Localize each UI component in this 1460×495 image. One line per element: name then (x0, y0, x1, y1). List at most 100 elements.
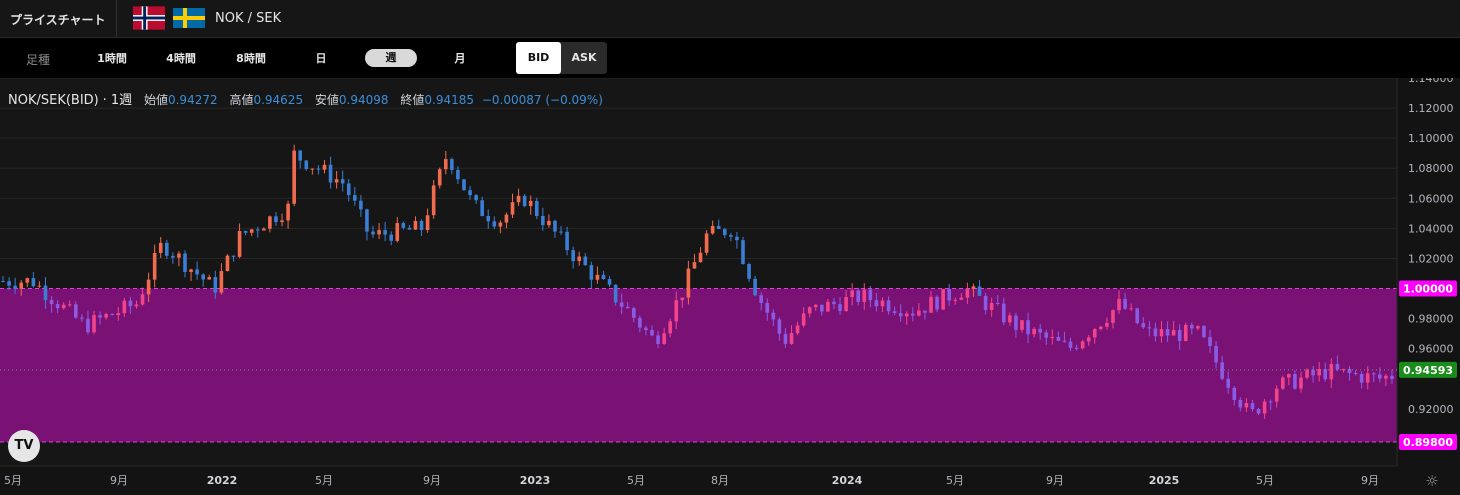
candle-body (55, 304, 60, 309)
tradingview-logo[interactable]: TV (8, 430, 40, 462)
candle-body (1329, 363, 1334, 380)
candle-body (353, 195, 357, 201)
candle-body (462, 179, 466, 191)
tab-month[interactable]: 月 (454, 52, 466, 65)
bid-ask-toggle: BID ASK (516, 42, 607, 74)
candle-body (783, 333, 788, 344)
candle-body (1080, 341, 1085, 349)
candle-body (1287, 374, 1291, 378)
x-tick-label: 2024 (832, 474, 863, 487)
candle-body (268, 216, 272, 229)
bid-button[interactable]: BID (516, 42, 561, 74)
candle-body (1317, 369, 1321, 376)
candle-body (522, 195, 527, 207)
candle-body (995, 303, 1000, 305)
candle-body (771, 312, 776, 320)
x-tick-label: 5月 (4, 474, 22, 487)
candle-body (443, 159, 448, 170)
candle-body (613, 284, 618, 303)
candle-body (365, 209, 369, 232)
candle-body (262, 228, 266, 231)
candle-body (747, 263, 751, 279)
candle-body (328, 164, 333, 183)
candle-body (231, 255, 236, 257)
currency-pair: NOK / SEK (215, 11, 282, 26)
candle-body (1032, 328, 1036, 335)
band-lower-label-bg (1399, 433, 1457, 450)
candle-body (1323, 369, 1328, 380)
tab-4h[interactable]: 4時間 (166, 52, 196, 65)
candle-body (917, 310, 921, 316)
candle-body (807, 307, 812, 314)
norway-flag-icon (133, 6, 165, 30)
candle-body (528, 200, 533, 207)
candle-body (1183, 324, 1188, 341)
settings-gear-icon[interactable]: ☼ (1425, 472, 1438, 490)
candle-body (577, 256, 582, 262)
x-tick-label: 8月 (711, 474, 729, 487)
candle-body (1099, 326, 1103, 330)
legend-symbol: NOK/SEK(BID) (8, 93, 99, 108)
candle-body (298, 150, 303, 161)
candle-body (971, 286, 976, 289)
tab-week[interactable]: 週 (365, 49, 417, 67)
candle-body (1305, 369, 1309, 378)
candle-body (122, 300, 127, 314)
candle-body (1196, 326, 1200, 329)
candle-body (1220, 362, 1224, 379)
high-label: 高値 (229, 93, 254, 107)
candle-body (1159, 329, 1164, 337)
sweden-flag-icon (173, 6, 205, 30)
candle-body (80, 317, 84, 319)
candle-body (140, 294, 145, 305)
candle-body (1050, 336, 1055, 338)
candle-body (1256, 408, 1261, 414)
candle-body (650, 329, 654, 336)
candle-body (37, 285, 42, 287)
candle-body (1129, 308, 1133, 310)
candle-body (541, 216, 545, 226)
candle-body (1238, 399, 1243, 408)
candle-body (1026, 320, 1030, 335)
candle-body (1111, 310, 1115, 323)
candle-body (959, 297, 964, 300)
candle-body (795, 325, 800, 334)
legend-interval: 1週 (110, 93, 133, 108)
candle-body (759, 295, 763, 304)
candle-body (1141, 323, 1146, 328)
candle-body (880, 300, 885, 307)
candle-body (158, 242, 163, 253)
candle-body (868, 289, 873, 301)
x-tick-label: 2023 (520, 474, 551, 487)
y-tick-label: 0.92000 (1408, 403, 1454, 416)
ask-button[interactable]: ASK (571, 51, 597, 64)
candle-body (395, 223, 400, 241)
candle-body (911, 313, 915, 316)
candle-body (219, 271, 224, 293)
title-bar: プライスチャート NOK / SEK (0, 0, 1460, 38)
candle-body (401, 223, 406, 228)
candle-body (1020, 320, 1024, 330)
candle-body (1171, 329, 1176, 336)
candle-body (1044, 332, 1049, 338)
candle-body (729, 235, 733, 237)
candle-body (61, 304, 66, 309)
candle-body (589, 265, 594, 280)
candle-body (644, 327, 648, 330)
candle-body (164, 242, 169, 256)
candle-body (1214, 345, 1218, 363)
x-tick-label: 5月 (627, 474, 645, 487)
open-value: 0.94272 (167, 93, 218, 107)
tab-1h[interactable]: 1時間 (97, 52, 127, 65)
candle-body (886, 300, 891, 312)
candle-body (255, 229, 260, 231)
candle-body (67, 304, 72, 306)
candle-body (619, 302, 624, 307)
candle-body (510, 202, 515, 215)
tab-8h[interactable]: 8時間 (236, 52, 266, 65)
tab-day[interactable]: 日 (315, 52, 327, 65)
candle-body (310, 168, 315, 170)
price-chart[interactable]: 1.14000 1.12000 1.10000 1.08000 1.06000 1.040… (0, 78, 1460, 495)
candle-body (989, 303, 994, 310)
candle-body (1335, 363, 1340, 370)
